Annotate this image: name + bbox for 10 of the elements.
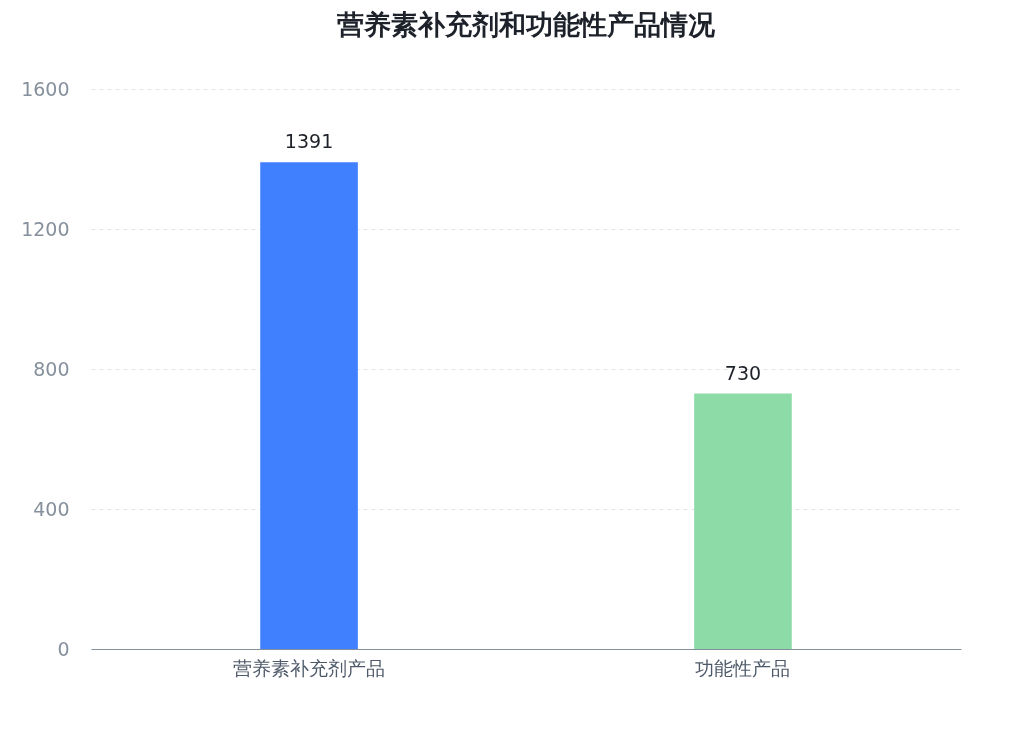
x-tick-label: 功能性产品 [695,656,791,679]
data-label: 1391 [284,130,334,153]
y-tick-label: 0 [57,637,70,660]
y-tick-label: 1200 [21,217,70,240]
y-tick-label: 400 [33,497,70,520]
chart-title: 营养素补充剂和功能性产品情况 [336,9,716,40]
x-tick-label: 营养素补充剂产品 [233,656,386,679]
data-label: 730 [724,361,762,384]
y-tick-label: 800 [33,357,70,380]
y-tick-label: 1600 [21,77,70,100]
